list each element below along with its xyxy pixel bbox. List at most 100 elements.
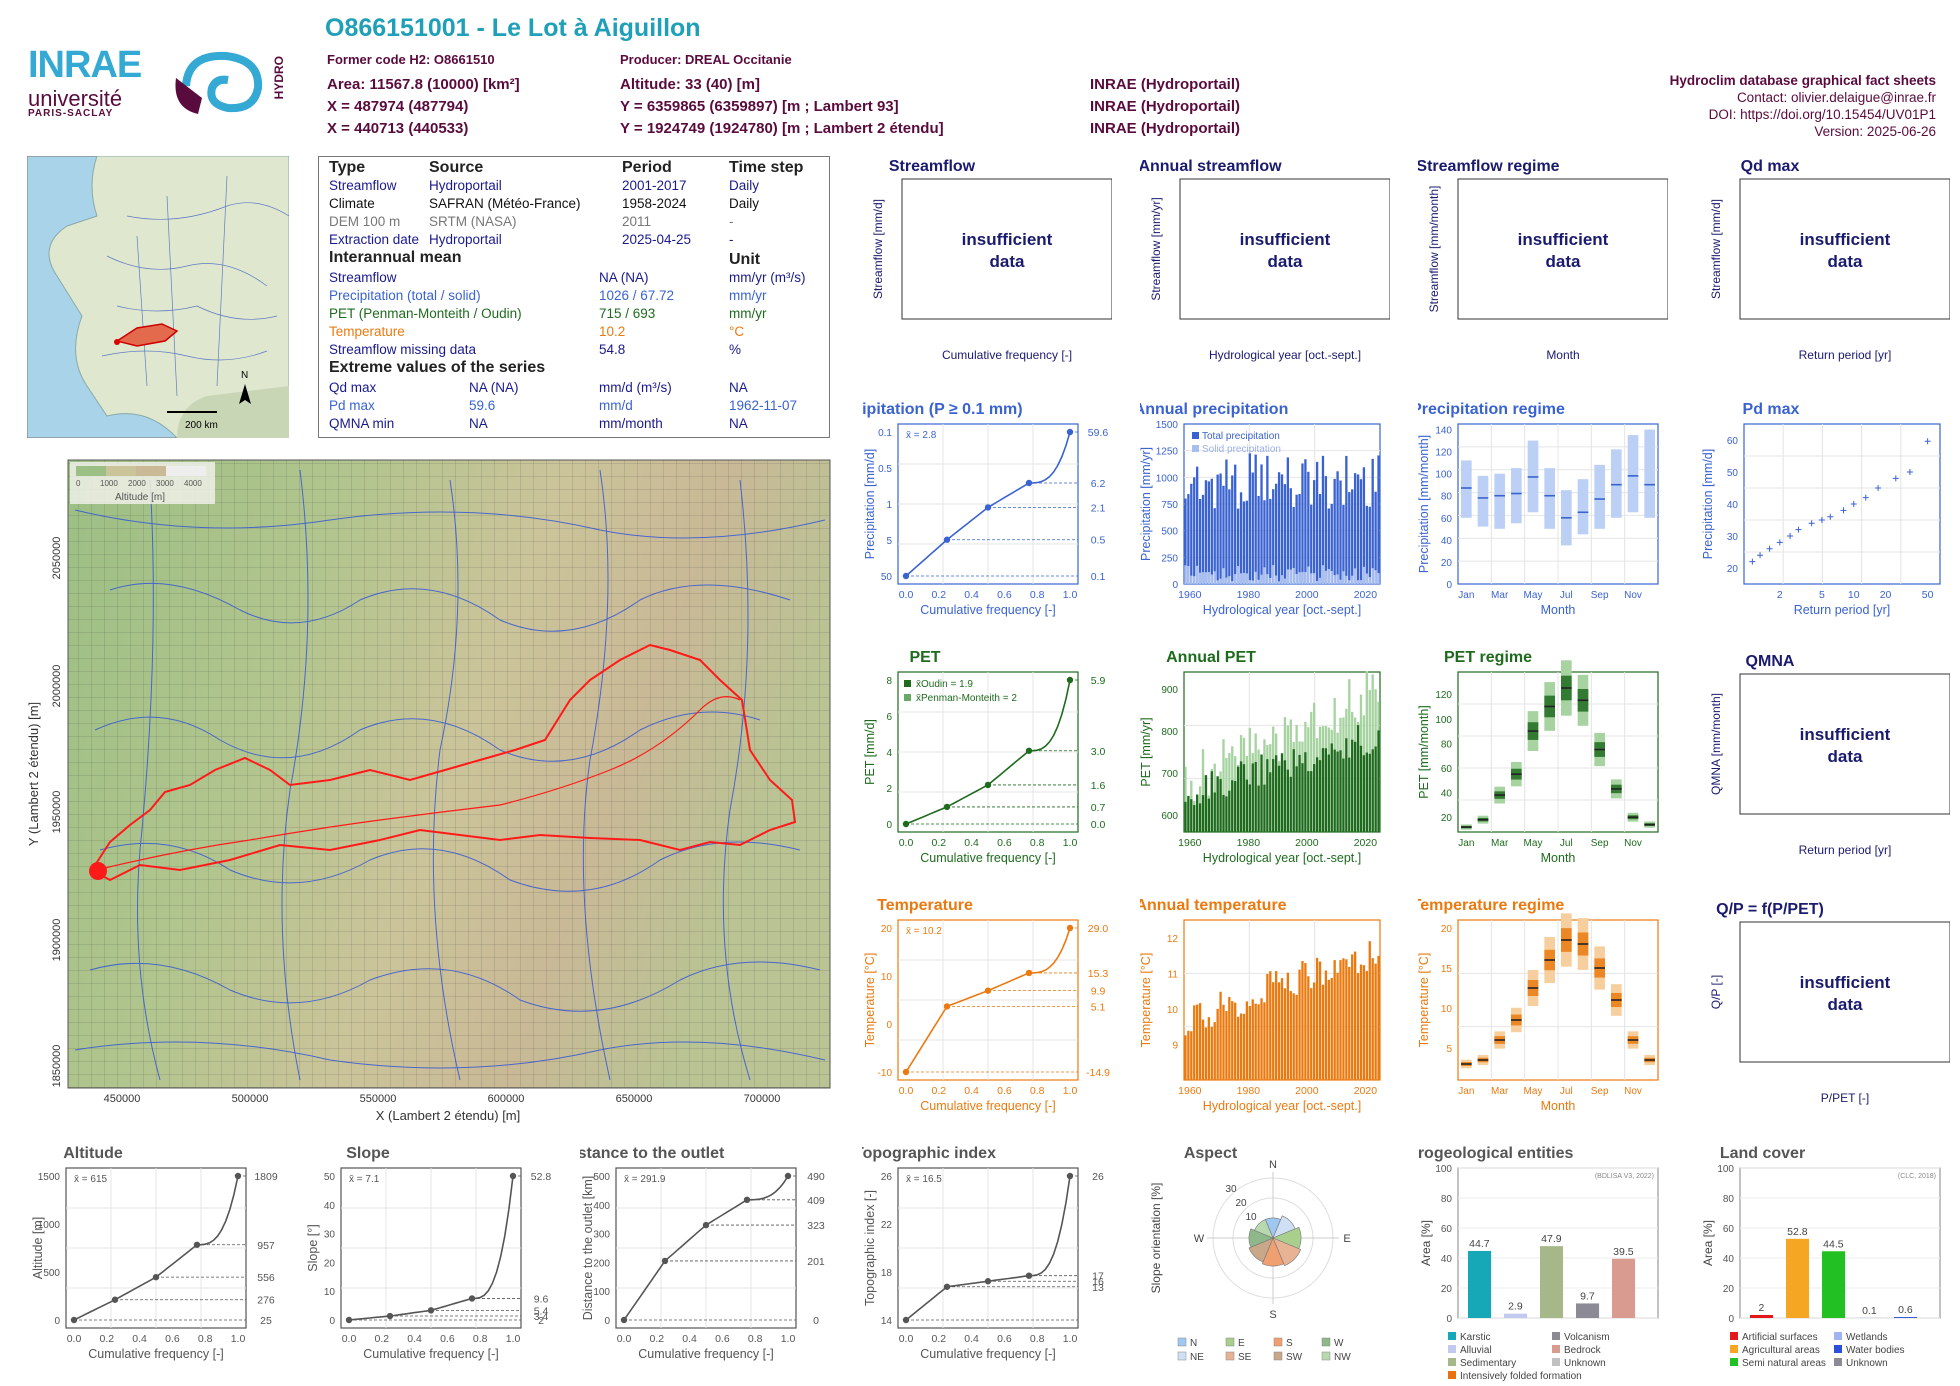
bar bbox=[1222, 485, 1225, 584]
y-lambert93: Y = 6359865 (6359897) [m ; Lambert 93] bbox=[620, 98, 899, 115]
bar bbox=[1374, 570, 1377, 584]
bar bbox=[1324, 570, 1328, 584]
bar bbox=[1327, 508, 1330, 584]
alt-legend-title: Altitude [m] bbox=[115, 492, 165, 503]
bar bbox=[1210, 1026, 1213, 1080]
y-tick-label: 9 bbox=[1172, 1040, 1178, 1051]
x-axis-label: Cumulative frequency [-] bbox=[920, 1099, 1055, 1113]
bar bbox=[1213, 571, 1216, 584]
x-tick-label: 2 bbox=[1777, 589, 1783, 601]
insufficient-data-text: data bbox=[1828, 747, 1864, 766]
bar bbox=[1184, 498, 1187, 584]
bar bbox=[1348, 966, 1351, 1080]
y-tick-label: 500 bbox=[593, 1172, 610, 1183]
legend-swatch bbox=[1448, 1371, 1456, 1379]
insufficient-data-text: insufficient bbox=[1800, 725, 1891, 744]
right-tick-label: 52.8 bbox=[531, 1171, 552, 1183]
legend-label: E bbox=[1238, 1338, 1245, 1349]
data-point bbox=[984, 781, 992, 789]
x-tick-label: 0.2 bbox=[931, 1085, 946, 1097]
data-point bbox=[1924, 438, 1931, 445]
x-tick-label: Nov bbox=[1624, 590, 1642, 601]
bar bbox=[1277, 982, 1281, 1080]
chart-title: Streamflow regime bbox=[1418, 158, 1560, 175]
catchment-boundary bbox=[90, 643, 797, 882]
legend-swatch bbox=[1448, 1358, 1456, 1366]
x-tick-label: 2020 bbox=[1354, 1085, 1378, 1097]
y-tick-label: 0 bbox=[1728, 1314, 1734, 1325]
data-point bbox=[1818, 517, 1825, 523]
bar bbox=[1295, 766, 1298, 832]
chart-title: PET bbox=[909, 649, 940, 666]
legend-label: S bbox=[1286, 1338, 1293, 1349]
bar bbox=[1204, 775, 1208, 832]
bar bbox=[1236, 566, 1240, 584]
x-tick-label: 0.6 bbox=[440, 1333, 455, 1345]
y-tick-label: 40 bbox=[324, 1201, 336, 1212]
insufficient-data-text: data bbox=[1546, 252, 1582, 271]
x-tick-label: 1.0 bbox=[1063, 589, 1078, 601]
bar bbox=[1362, 566, 1366, 584]
bar bbox=[1198, 498, 1202, 584]
bar bbox=[1184, 801, 1187, 832]
bar bbox=[1198, 1003, 1202, 1080]
bar bbox=[1245, 500, 1249, 584]
right-tick-label: 0.1 bbox=[1091, 571, 1106, 583]
bar bbox=[1225, 796, 1228, 832]
bar-value-label: 39.5 bbox=[1613, 1246, 1634, 1258]
compass-label: N bbox=[1269, 1159, 1277, 1171]
x-axis-label: Cumulative frequency [-] bbox=[88, 1347, 223, 1361]
bar bbox=[1345, 959, 1348, 1080]
y-tick-label: 5 bbox=[886, 536, 892, 547]
chart-title: Aspect bbox=[1184, 1145, 1238, 1162]
y-tick-label: 80 bbox=[1441, 492, 1453, 503]
chart: Hydrogeological entities (BDLISA V3, 2022… bbox=[1418, 1145, 1659, 1382]
legend-swatch bbox=[1321, 1337, 1331, 1347]
y-tick-label: 22 bbox=[881, 1220, 893, 1231]
bar bbox=[1277, 472, 1281, 584]
data-point bbox=[902, 1068, 910, 1076]
x-tick-label: Mar bbox=[1491, 838, 1509, 849]
x-tick-label: Jan bbox=[1458, 838, 1474, 849]
bar bbox=[1236, 766, 1240, 832]
bar bbox=[1228, 790, 1231, 832]
data-point bbox=[1840, 507, 1847, 514]
right-tick-label: 3.4 bbox=[534, 1311, 549, 1323]
bar bbox=[1201, 749, 1205, 832]
x-tick-label: 0.2 bbox=[99, 1333, 114, 1345]
x-tick-label: 0.0 bbox=[67, 1333, 82, 1345]
right-tick-label: 59.6 bbox=[1088, 427, 1109, 439]
bar bbox=[1307, 566, 1310, 584]
x-tick-label: 1.0 bbox=[506, 1333, 521, 1345]
bar bbox=[1310, 573, 1313, 584]
x-tick-label: Nov bbox=[1624, 1086, 1642, 1097]
bar bbox=[1339, 960, 1342, 1080]
data-point bbox=[1066, 676, 1074, 684]
bar bbox=[1257, 579, 1260, 584]
universite-logo: université bbox=[28, 86, 123, 111]
right-tick-label: 5.9 bbox=[1091, 675, 1106, 687]
data-point bbox=[1757, 552, 1764, 559]
bar bbox=[1339, 750, 1342, 832]
bar bbox=[1353, 951, 1357, 1080]
chart-title: Distance to the outlet bbox=[580, 1145, 725, 1162]
y-axis-label: Streamflow [mm/yr] bbox=[1149, 197, 1163, 300]
x-tick-label: 0.8 bbox=[1030, 837, 1045, 849]
y-tick-label: 10 bbox=[881, 972, 893, 983]
chart-title: Precipitation (P ≥ 0.1 mm) bbox=[862, 401, 1023, 418]
bar-value-label: 44.7 bbox=[1469, 1238, 1490, 1250]
y-axis-label: Slope orientation [%] bbox=[1149, 1183, 1163, 1294]
bar bbox=[1193, 576, 1196, 584]
y-tick-label: 20 bbox=[1723, 1284, 1735, 1295]
x-axis-label: Month bbox=[1541, 1099, 1576, 1113]
data-point bbox=[1766, 545, 1773, 552]
bar bbox=[1292, 993, 1295, 1080]
bar bbox=[1280, 978, 1284, 1080]
bar bbox=[1345, 738, 1348, 832]
table-row: Streamflow Hydroportail 2001-2017 Daily bbox=[329, 178, 760, 193]
y-tick-label: 250 bbox=[1161, 553, 1178, 564]
legend-label: Volcanism bbox=[1564, 1332, 1610, 1343]
x-axis-label: Cumulative frequency [-] bbox=[942, 348, 1072, 362]
bar bbox=[1222, 1004, 1225, 1080]
